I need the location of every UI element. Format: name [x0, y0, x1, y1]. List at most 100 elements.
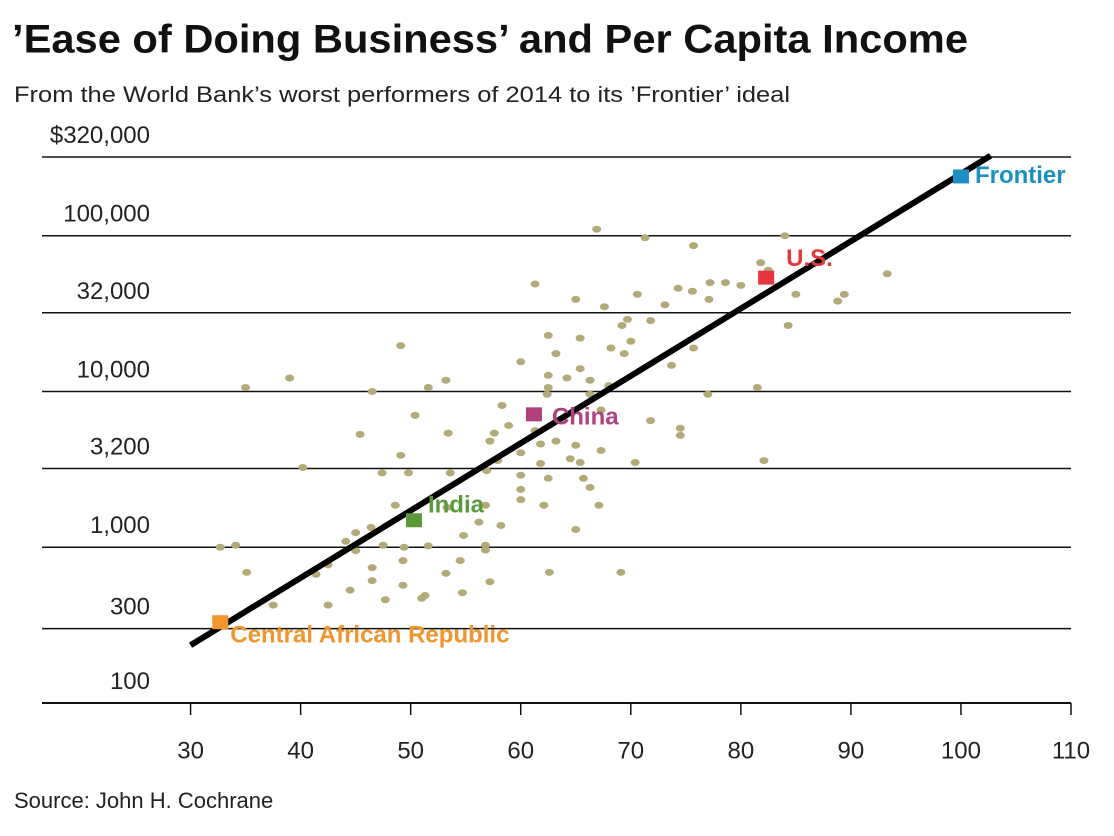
country-dot: [543, 384, 553, 392]
country-dot: [575, 365, 585, 373]
country-dot: [285, 374, 295, 382]
country-dot: [640, 234, 650, 242]
country-dot: [606, 344, 616, 352]
country-dot: [442, 503, 452, 511]
y-tick-label: 300: [110, 594, 150, 621]
country-dot: [839, 290, 849, 298]
country-dot: [530, 280, 540, 288]
country-dot: [571, 441, 581, 449]
country-dot: [689, 242, 699, 250]
x-tick-label: 100: [941, 737, 981, 764]
country-dot: [396, 342, 406, 350]
country-dot: [536, 440, 546, 448]
x-tick-label: 50: [397, 737, 424, 764]
country-dot: [720, 279, 730, 287]
country-dot: [380, 596, 390, 604]
country-dot: [594, 501, 604, 509]
country-dot: [616, 568, 626, 576]
country-dot: [516, 358, 526, 366]
country-dot: [516, 485, 526, 493]
country-dot: [378, 541, 388, 549]
x-tick-label: 110: [1052, 737, 1090, 764]
country-dot: [536, 459, 546, 467]
x-tick-label: 60: [507, 737, 534, 764]
country-dot: [443, 429, 453, 437]
country-dot: [459, 531, 469, 539]
country-dot: [441, 569, 451, 577]
country-dot: [241, 384, 251, 392]
country-dot: [423, 542, 433, 550]
country-dot: [592, 225, 602, 233]
country-dot: [323, 601, 333, 609]
country-dot: [399, 543, 409, 551]
country-dot: [543, 474, 553, 482]
country-dot: [396, 451, 406, 459]
country-dot: [497, 401, 507, 409]
country-dot: [551, 350, 561, 358]
country-dot: [298, 463, 308, 471]
country-dot: [481, 501, 491, 509]
country-dot: [705, 279, 715, 287]
country-dot: [474, 518, 484, 526]
country-dot: [882, 270, 892, 278]
country-dot: [516, 449, 526, 457]
country-dot: [687, 287, 697, 295]
y-tick-label: 100: [110, 668, 150, 695]
country-dot: [632, 290, 642, 298]
country-dot: [585, 483, 595, 491]
country-dot: [619, 350, 629, 358]
country-dot: [673, 284, 683, 292]
country-dot: [736, 281, 746, 289]
country-dot: [410, 411, 420, 419]
country-dot: [390, 501, 400, 509]
country-dot: [575, 334, 585, 342]
country-dot: [578, 474, 588, 482]
country-dot: [783, 322, 793, 330]
country-dot: [542, 390, 552, 398]
country-dot: [571, 295, 581, 303]
country-dot: [596, 406, 606, 414]
country-dot: [759, 457, 769, 465]
country-dot: [543, 371, 553, 379]
country-dot: [575, 458, 585, 466]
x-tick-label: 70: [617, 737, 644, 764]
country-dot: [355, 430, 365, 438]
x-tick-label: 30: [177, 737, 204, 764]
y-tick-label: 100,000: [63, 201, 150, 228]
highlight-marker: [758, 270, 775, 285]
country-dot: [675, 431, 685, 439]
country-dot: [689, 344, 699, 352]
country-dot: [667, 361, 677, 369]
series-label: India: [428, 492, 485, 519]
country-dot: [345, 586, 355, 594]
country-dot: [445, 469, 455, 477]
country-dot: [481, 546, 491, 554]
country-dot: [752, 384, 762, 392]
country-dot: [704, 295, 714, 303]
country-dot: [489, 429, 499, 437]
country-dot: [585, 376, 595, 384]
country-dot: [423, 384, 433, 392]
country-dot: [791, 290, 801, 298]
source-note: Source: John H. Cochrane: [14, 788, 273, 813]
highlight-marker: [212, 615, 229, 630]
country-dot: [660, 301, 670, 309]
country-dot: [596, 446, 606, 454]
country-dot: [544, 568, 554, 576]
country-dot: [599, 303, 609, 311]
country-dot: [630, 458, 640, 466]
country-dot: [516, 471, 526, 479]
country-dot: [420, 591, 430, 599]
country-dot: [504, 421, 514, 429]
country-dot: [626, 337, 636, 345]
country-dot: [485, 437, 495, 445]
highlight-marker: [525, 407, 542, 422]
country-dot: [756, 259, 766, 267]
country-dot: [543, 331, 553, 339]
country-dot: [398, 581, 408, 589]
y-tick-label: 32,000: [77, 278, 150, 305]
country-dot: [367, 577, 377, 585]
country-dot: [403, 469, 413, 477]
